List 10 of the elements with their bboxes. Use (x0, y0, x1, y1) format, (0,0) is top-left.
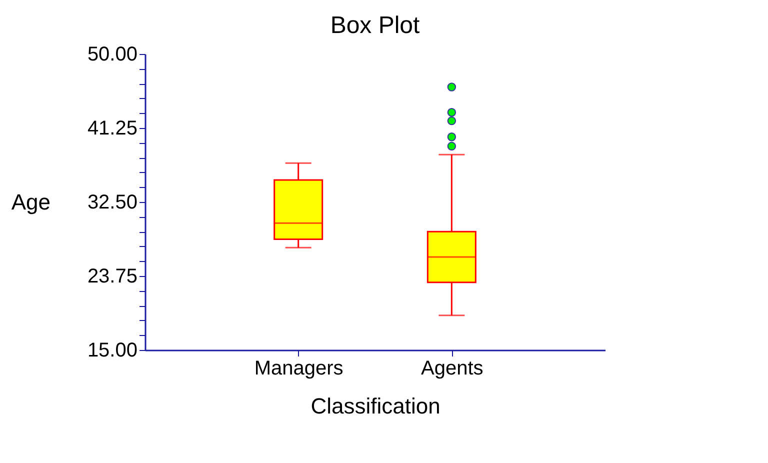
y-tick-label: 41.25 (87, 118, 138, 140)
chart-title: Box Plot (330, 12, 420, 39)
y-axis-title: Age (11, 190, 50, 214)
y-tick-label: 50.00 (87, 44, 138, 66)
x-tick-label: Managers (254, 358, 344, 380)
y-tick-label: 32.50 (87, 192, 138, 214)
x-tick-label: Agents (421, 358, 484, 380)
x-axis-title: Classification (310, 394, 440, 418)
y-tick-label: 15.00 (87, 340, 138, 362)
y-tick-label: 23.75 (87, 266, 138, 288)
